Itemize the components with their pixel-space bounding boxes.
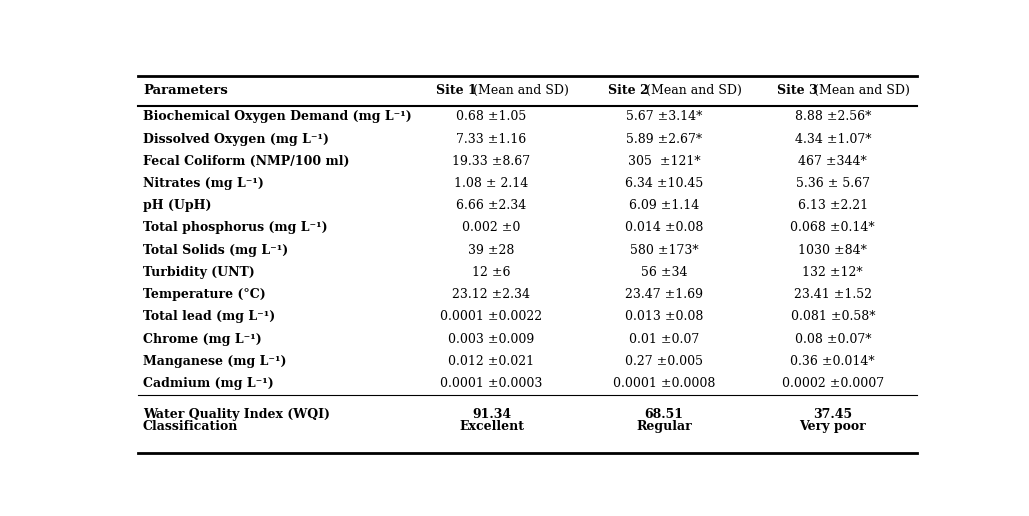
Text: 580 ±173*: 580 ±173* <box>630 244 699 257</box>
Text: 8.88 ±2.56*: 8.88 ±2.56* <box>794 110 871 123</box>
Text: 0.068 ±0.14*: 0.068 ±0.14* <box>790 221 875 234</box>
Text: 0.014 ±0.08: 0.014 ±0.08 <box>625 221 703 234</box>
Text: 12 ±6: 12 ±6 <box>472 266 510 279</box>
Text: Very poor: Very poor <box>800 421 866 433</box>
Text: 0.081 ±0.58*: 0.081 ±0.58* <box>790 311 875 324</box>
Text: 0.012 ±0.021: 0.012 ±0.021 <box>449 355 534 368</box>
Text: 7.33 ±1.16: 7.33 ±1.16 <box>456 133 527 146</box>
Text: 23.12 ±2.34: 23.12 ±2.34 <box>453 288 531 301</box>
Text: 0.013 ±0.08: 0.013 ±0.08 <box>625 311 703 324</box>
Text: 467 ±344*: 467 ±344* <box>799 155 867 168</box>
Text: Site 1: Site 1 <box>435 84 476 97</box>
Text: 1030 ±84*: 1030 ±84* <box>799 244 867 257</box>
Text: Fecal Coliform (NMP/100 ml): Fecal Coliform (NMP/100 ml) <box>143 155 350 168</box>
Text: Manganese (mg L⁻¹): Manganese (mg L⁻¹) <box>143 355 286 368</box>
Text: 6.66 ±2.34: 6.66 ±2.34 <box>456 199 527 212</box>
Text: Site 2: Site 2 <box>608 84 649 97</box>
Text: 91.34: 91.34 <box>472 408 511 421</box>
Text: (Mean and SD): (Mean and SD) <box>469 84 569 97</box>
Text: 5.36 ± 5.67: 5.36 ± 5.67 <box>795 177 870 190</box>
Text: Chrome (mg L⁻¹): Chrome (mg L⁻¹) <box>143 333 261 346</box>
Text: Turbidity (UNT): Turbidity (UNT) <box>143 266 255 279</box>
Text: Dissolved Oxygen (mg L⁻¹): Dissolved Oxygen (mg L⁻¹) <box>143 133 329 146</box>
Text: 5.89 ±2.67*: 5.89 ±2.67* <box>626 133 702 146</box>
Text: Cadmium (mg L⁻¹): Cadmium (mg L⁻¹) <box>143 377 274 390</box>
Text: 23.41 ±1.52: 23.41 ±1.52 <box>793 288 872 301</box>
Text: 132 ±12*: 132 ±12* <box>803 266 863 279</box>
Text: Temperature (°C): Temperature (°C) <box>143 288 265 301</box>
Text: 6.13 ±2.21: 6.13 ±2.21 <box>797 199 867 212</box>
Text: (Mean and SD): (Mean and SD) <box>642 84 742 97</box>
Text: Biochemical Oxygen Demand (mg L⁻¹): Biochemical Oxygen Demand (mg L⁻¹) <box>143 110 412 123</box>
Text: 0.0001 ±0.0008: 0.0001 ±0.0008 <box>613 377 715 390</box>
Text: Water Quality Index (WQI): Water Quality Index (WQI) <box>143 408 330 421</box>
Text: 0.08 ±0.07*: 0.08 ±0.07* <box>794 333 871 346</box>
Text: 37.45: 37.45 <box>813 408 852 421</box>
Text: Total lead (mg L⁻¹): Total lead (mg L⁻¹) <box>143 311 275 324</box>
Text: 23.47 ±1.69: 23.47 ±1.69 <box>626 288 703 301</box>
Text: Excellent: Excellent <box>459 421 524 433</box>
Text: 5.67 ±3.14*: 5.67 ±3.14* <box>626 110 703 123</box>
Text: Parameters: Parameters <box>143 84 227 97</box>
Text: pH (UpH): pH (UpH) <box>143 199 212 212</box>
Text: 0.003 ±0.009: 0.003 ±0.009 <box>449 333 535 346</box>
Text: 0.002 ±0: 0.002 ±0 <box>462 221 521 234</box>
Text: 39 ±28: 39 ±28 <box>468 244 514 257</box>
Text: 19.33 ±8.67: 19.33 ±8.67 <box>453 155 531 168</box>
Text: Site 3: Site 3 <box>777 84 818 97</box>
Text: 0.27 ±0.005: 0.27 ±0.005 <box>626 355 703 368</box>
Text: 6.09 ±1.14: 6.09 ±1.14 <box>629 199 700 212</box>
Text: 0.36 ±0.014*: 0.36 ±0.014* <box>790 355 875 368</box>
Text: 1.08 ± 2.14: 1.08 ± 2.14 <box>455 177 529 190</box>
Text: 56 ±34: 56 ±34 <box>641 266 687 279</box>
Text: 0.01 ±0.07: 0.01 ±0.07 <box>629 333 700 346</box>
Text: Nitrates (mg L⁻¹): Nitrates (mg L⁻¹) <box>143 177 263 190</box>
Text: 0.0001 ±0.0003: 0.0001 ±0.0003 <box>440 377 542 390</box>
Text: 6.34 ±10.45: 6.34 ±10.45 <box>625 177 703 190</box>
Text: 305  ±121*: 305 ±121* <box>628 155 701 168</box>
Text: 0.0001 ±0.0022: 0.0001 ±0.0022 <box>440 311 542 324</box>
Text: (Mean and SD): (Mean and SD) <box>811 84 911 97</box>
Text: 0.0002 ±0.0007: 0.0002 ±0.0007 <box>782 377 884 390</box>
Text: 4.34 ±1.07*: 4.34 ±1.07* <box>794 133 871 146</box>
Text: Total Solids (mg L⁻¹): Total Solids (mg L⁻¹) <box>143 244 288 257</box>
Text: 0.68 ±1.05: 0.68 ±1.05 <box>456 110 527 123</box>
Text: Total phosphorus (mg L⁻¹): Total phosphorus (mg L⁻¹) <box>143 221 327 234</box>
Text: 68.51: 68.51 <box>644 408 683 421</box>
Text: Regular: Regular <box>636 421 693 433</box>
Text: Classification: Classification <box>143 421 239 433</box>
